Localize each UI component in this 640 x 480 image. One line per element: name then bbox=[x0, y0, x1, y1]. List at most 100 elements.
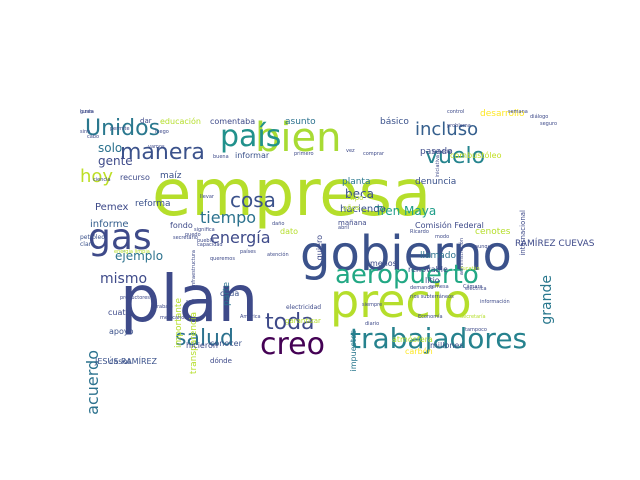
word-aunque: aunque bbox=[475, 244, 494, 250]
word-sino: sino bbox=[80, 129, 91, 135]
word-informacion: información bbox=[480, 299, 510, 305]
word-yucatan: Yucatán bbox=[460, 266, 480, 272]
word-modo: modo bbox=[435, 234, 450, 240]
word-manana: mañana bbox=[338, 219, 367, 227]
word-administracion: administración bbox=[459, 238, 465, 276]
word-tampoco: tampoco bbox=[465, 327, 487, 333]
word-economia: Economía bbox=[418, 314, 443, 320]
word-capacidad: capacidad bbox=[197, 242, 223, 248]
word-petroleo: petróleo bbox=[80, 234, 105, 241]
word-electrica: eléctrica bbox=[465, 286, 487, 292]
word-renovable: renovable bbox=[408, 265, 448, 274]
word-comentaba: comentaba bbox=[210, 117, 256, 126]
word-cabo: cabo bbox=[87, 134, 100, 140]
word-luego: luego bbox=[155, 129, 169, 135]
word-reforma: reforma bbox=[135, 199, 171, 209]
word-jesus-ramirez: JESÚS RAMÍREZ bbox=[95, 357, 158, 366]
word-puedo: puedo bbox=[185, 232, 201, 238]
word-primero: primero bbox=[294, 151, 314, 157]
word-millones: millones bbox=[430, 341, 464, 350]
word-atencion: atención bbox=[267, 252, 289, 258]
word-comprar: comprar bbox=[363, 151, 385, 157]
word-infraestructura: infraestructura bbox=[191, 250, 197, 288]
word-permite: permite bbox=[110, 126, 130, 132]
word-electricidad: electricidad bbox=[286, 304, 322, 311]
word-comision-federal: Comisión Federal bbox=[415, 221, 484, 230]
word-cada: cada bbox=[220, 289, 240, 298]
word-garantizar: garantizar bbox=[285, 317, 321, 325]
word-denuncia: denuncia bbox=[415, 177, 457, 187]
word-tiempo: tiempo bbox=[200, 208, 257, 227]
word-dialogo: diálogo bbox=[530, 114, 549, 120]
word-energia-limpia: energía limpia bbox=[114, 249, 150, 255]
word-llevar: llevar bbox=[200, 194, 214, 200]
word-importante: importante bbox=[174, 298, 184, 349]
word-diario: diario bbox=[365, 321, 380, 327]
word-parte: parte bbox=[222, 282, 232, 306]
word-tren-maya: Tren Maya bbox=[375, 204, 437, 218]
word-iniciativa: iniciativa bbox=[435, 155, 441, 178]
word-solo: solo bbox=[98, 141, 123, 155]
word-cosa: cosa bbox=[230, 188, 276, 212]
word-informar: informar bbox=[235, 151, 270, 160]
word-basico: básico bbox=[380, 117, 409, 127]
word-vamos: vamos bbox=[148, 144, 165, 150]
word-casos: casos bbox=[109, 357, 132, 366]
word-litio: litio bbox=[425, 276, 440, 285]
word-vuelo: vuelo bbox=[425, 144, 486, 169]
word-dar: dar bbox=[140, 117, 152, 125]
word-cenotes: cenotes bbox=[475, 227, 511, 237]
word-ciencia: ciencia bbox=[93, 177, 111, 183]
word-energia: energía bbox=[210, 228, 271, 247]
word-semana: semana bbox=[508, 109, 528, 115]
word-gente: gente bbox=[98, 154, 133, 168]
word-hicieron: hicieron bbox=[186, 341, 218, 350]
word-ramirez-cuevas: RAMÍREZ CUEVAS bbox=[515, 239, 595, 249]
word-plan: plan bbox=[120, 263, 259, 337]
word-paises: países bbox=[240, 249, 256, 255]
word-menos: menos bbox=[370, 259, 397, 268]
word-desarrollo: desarrollo bbox=[480, 109, 525, 119]
word-educacion: educación bbox=[160, 117, 201, 126]
word-siempre: siempre bbox=[362, 302, 383, 308]
word-precio: precio bbox=[330, 274, 472, 328]
word-tipo: tipo bbox=[350, 194, 364, 202]
word-combustoleo: combustóleo bbox=[450, 151, 502, 160]
word-incluso: incluso bbox=[415, 119, 479, 140]
word-gobierno: gobierno bbox=[300, 226, 512, 282]
word-conocer: conocer bbox=[210, 339, 242, 348]
word-toda: toda bbox=[265, 310, 315, 335]
word-haciendo: haciendo bbox=[340, 204, 386, 215]
word-secretaria: Secretaría bbox=[460, 314, 486, 320]
word-servicio: servicio bbox=[432, 149, 452, 155]
word-demanda: demanda bbox=[410, 285, 434, 291]
word-beca: beca bbox=[345, 187, 374, 201]
word-control: control bbox=[447, 109, 465, 115]
word-aeropuerto: aeropuerto bbox=[335, 260, 479, 290]
word-atmosfera: atmósfera bbox=[392, 335, 433, 344]
word-manera: manera bbox=[120, 140, 205, 165]
word-claro: claro bbox=[80, 241, 95, 248]
word-bien: bien bbox=[255, 115, 342, 161]
word-dato: dato bbox=[280, 227, 299, 236]
word-creo: creo bbox=[260, 327, 325, 362]
word-camara: Cámara bbox=[463, 284, 483, 290]
word-rios-subterraneos: ríos subterráneos bbox=[410, 294, 454, 300]
word-planta: planta bbox=[342, 177, 371, 187]
word-donde: dónde bbox=[210, 357, 232, 365]
word-carbon: carbón bbox=[405, 347, 433, 356]
word-salud: salud bbox=[175, 326, 234, 351]
word-significa: significa bbox=[194, 227, 215, 233]
word-secretario: secretario bbox=[173, 235, 198, 241]
word-lunes: lunes bbox=[80, 109, 94, 115]
word-ejemplo: ejemplo bbox=[115, 249, 164, 263]
word-buena: buena bbox=[213, 154, 229, 160]
word-seguro: seguro bbox=[540, 121, 558, 127]
word-llamado: llamado bbox=[420, 251, 457, 261]
word-fondo: fondo bbox=[170, 221, 193, 230]
word-abril: abril bbox=[338, 225, 350, 231]
word-america: América bbox=[240, 314, 261, 320]
word-ir: ir bbox=[438, 254, 443, 262]
word-cuatro: cuatro bbox=[108, 308, 134, 317]
word-gas: gas bbox=[88, 217, 152, 258]
